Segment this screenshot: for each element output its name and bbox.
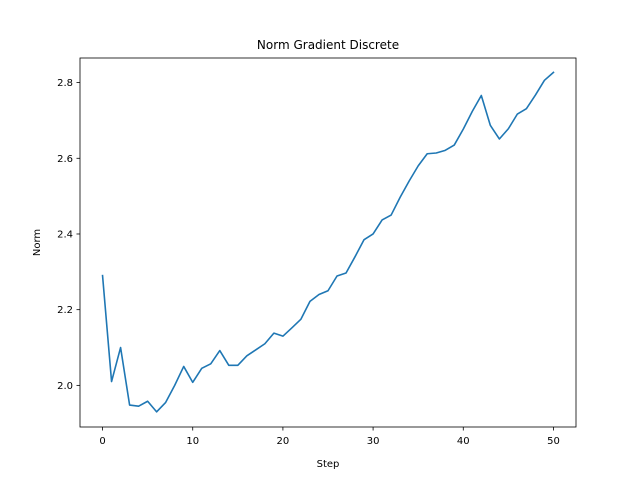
- y-axis-label: Norm: [32, 229, 43, 256]
- plot-area: [101, 71, 555, 413]
- x-tick-label: 30: [367, 436, 380, 447]
- chart-title: Norm Gradient Discrete: [257, 38, 399, 52]
- y-tick-label: 2.0: [57, 381, 73, 392]
- y-tick-label: 2.2: [57, 305, 73, 316]
- ticks: 0 10 20 30 40 50 2.0 2.2 2.4 2.6 2.8: [57, 78, 560, 447]
- x-tick-label: 0: [99, 436, 105, 447]
- series-line-0: [101, 71, 555, 413]
- x-tick-label: 10: [186, 436, 199, 447]
- x-tick-label: 50: [547, 436, 560, 447]
- x-axis-label: Step: [317, 459, 340, 470]
- y-tick-label: 2.8: [57, 78, 73, 89]
- y-tick-label: 2.4: [57, 229, 73, 240]
- axes-frame: [79, 57, 577, 428]
- y-tick-label: 2.6: [57, 154, 73, 165]
- x-tick-label: 20: [277, 436, 290, 447]
- x-tick-label: 40: [457, 436, 470, 447]
